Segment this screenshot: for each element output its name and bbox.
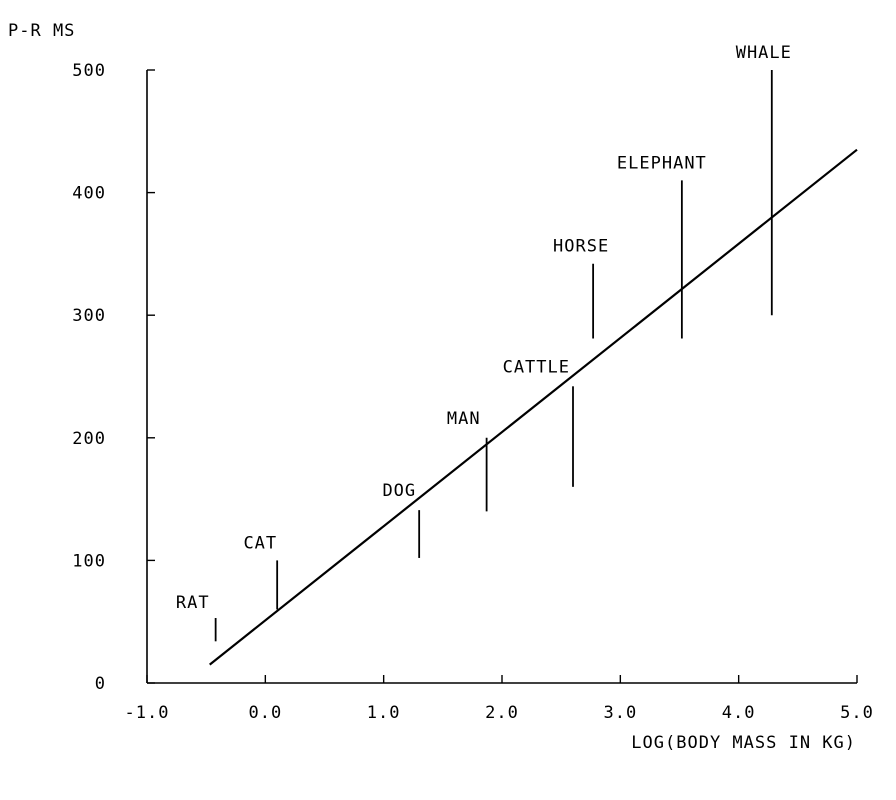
- y-axis-ticks: 0 100 200 300 400 500: [72, 61, 155, 694]
- point-label-rat: RAT: [176, 593, 210, 613]
- regression-line: [209, 148, 858, 666]
- point-label-dog: DOG: [382, 481, 416, 501]
- x-axis-label: LOG(BODY MASS IN KG): [631, 733, 856, 753]
- x-tick-label: -1.0: [125, 703, 170, 723]
- range-bars: [214, 70, 773, 642]
- point-labels: RAT CAT DOG MAN CATTLE HORSE ELEPHANT WHALE: [176, 43, 792, 613]
- point-label-whale: WHALE: [736, 43, 792, 63]
- point-label-man: MAN: [447, 409, 481, 429]
- y-tick-label: 300: [72, 306, 106, 326]
- y-axis-label: P-R MS: [8, 21, 75, 41]
- point-label-cattle: CATTLE: [503, 357, 570, 377]
- point-label-horse: HORSE: [553, 237, 609, 257]
- y-tick-label: 0: [95, 674, 106, 694]
- x-tick-label: 1.0: [367, 703, 401, 723]
- point-label-cat: CAT: [243, 533, 277, 553]
- x-axis-ticks: -1.0 0.0 1.0 2.0 3.0 4.0 5.0: [125, 675, 874, 723]
- x-tick-label: 0.0: [248, 703, 282, 723]
- y-tick-label: 200: [72, 429, 106, 449]
- y-tick-label: 500: [72, 61, 106, 81]
- x-tick-label: 4.0: [722, 703, 756, 723]
- y-tick-label: 400: [72, 184, 106, 204]
- x-tick-label: 5.0: [840, 703, 874, 723]
- point-label-elephant: ELEPHANT: [617, 153, 707, 173]
- regression-line-group: [209, 148, 858, 666]
- x-tick-label: 3.0: [603, 703, 637, 723]
- y-tick-label: 100: [72, 551, 106, 571]
- x-tick-label: 2.0: [485, 703, 519, 723]
